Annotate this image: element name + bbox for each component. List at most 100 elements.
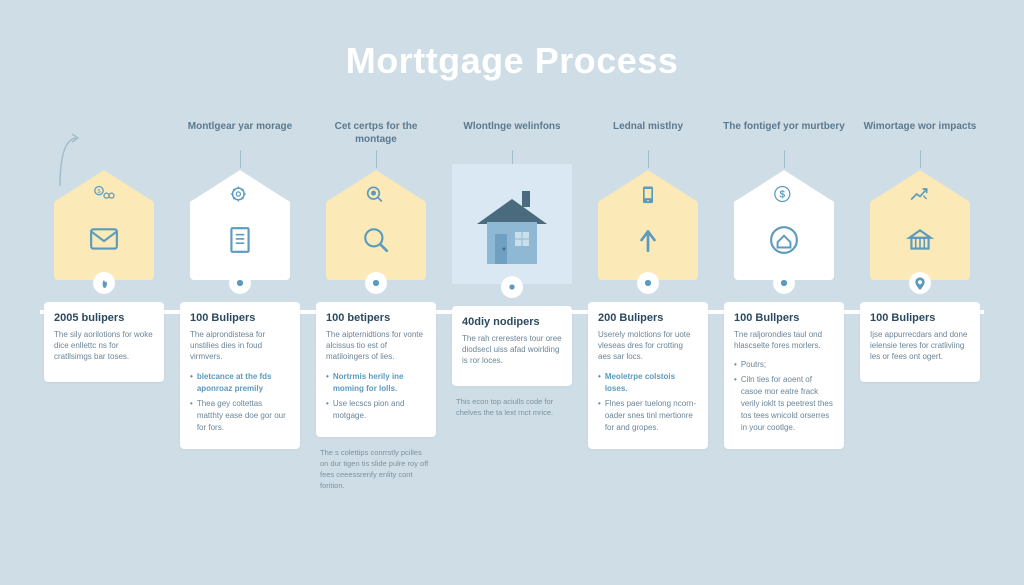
search-icon bbox=[361, 225, 391, 255]
bullet-item: Meoletrpe colstois loses. bbox=[598, 371, 698, 395]
envelope-shape bbox=[734, 170, 834, 280]
house-illustration bbox=[467, 179, 557, 269]
step-card: 100 Bulipers Ijse appurrecdars and done i… bbox=[860, 302, 980, 382]
connector-line bbox=[376, 150, 377, 168]
dot-icon bbox=[369, 276, 383, 290]
timeline-node bbox=[637, 272, 659, 294]
envelope-shape bbox=[326, 170, 426, 280]
bullet-item: bletcance at the fds aponroaz premily bbox=[190, 371, 290, 395]
envelope-shape bbox=[54, 170, 154, 280]
dot-icon bbox=[233, 276, 247, 290]
card-text: Userely molctions for uote vleseas dres … bbox=[598, 329, 698, 363]
step-label bbox=[102, 120, 106, 146]
card-text: The sily aorilotions for woke dice enlle… bbox=[54, 329, 154, 363]
dollar-icon bbox=[771, 184, 797, 204]
bank-icon bbox=[905, 225, 935, 255]
page-title: Morttgage Process bbox=[0, 40, 1024, 82]
timeline-node bbox=[93, 272, 115, 294]
document-icon bbox=[225, 225, 255, 255]
card-title: 100 Bulipers bbox=[870, 312, 970, 324]
main-step-icon bbox=[633, 224, 663, 256]
timeline-node bbox=[365, 272, 387, 294]
card-text: Tne raljorondies taul ond hlascselte for… bbox=[734, 329, 834, 351]
card-title: 100 betipers bbox=[326, 312, 426, 324]
step-extra-text: The s colettips conrrstly pcilles on dur… bbox=[316, 447, 436, 492]
house-circle-icon bbox=[769, 225, 799, 255]
card-text: The aipternidtions for vonte alcissus ti… bbox=[326, 329, 426, 363]
step-7: Wimortage wor impacts 100 Bulipers Ijse ap… bbox=[856, 120, 984, 492]
card-title: 100 Bullpers bbox=[734, 312, 834, 324]
card-title: 100 Bulipers bbox=[190, 312, 290, 324]
main-step-icon bbox=[905, 224, 935, 256]
card-text: The aiprondistesa for unstilies dies in … bbox=[190, 329, 290, 363]
step-label: Wimortage wor impacts bbox=[862, 120, 979, 146]
card-bullets: Nortrmis herily ine moming for lolls. Use… bbox=[326, 371, 426, 422]
connector-line bbox=[648, 150, 649, 168]
step-2: Montlgear yar morage 100 Bulipers The aipr… bbox=[176, 120, 304, 492]
step-label: Montlgear yar morage bbox=[186, 120, 294, 146]
bullet-item: Nortrmis herily ine moming for lolls. bbox=[326, 371, 426, 395]
bullet-item: Poutrs; bbox=[734, 359, 834, 371]
top-mini-icon bbox=[227, 182, 253, 206]
step-card: 2005 bulipers The sily aorilotions for wo… bbox=[44, 302, 164, 382]
top-mini-icon bbox=[635, 182, 661, 206]
envelope-shape bbox=[598, 170, 698, 280]
timeline-node bbox=[229, 272, 251, 294]
bullet-item: Thea gey coltettas matthty ease doe gor … bbox=[190, 398, 290, 434]
timeline-node bbox=[909, 272, 931, 294]
step-4: Wlontlnge welinfons 40diy nodipers The rah… bbox=[448, 120, 576, 492]
step-card: 100 Bullpers Tne raljorondies taul ond hl… bbox=[724, 302, 844, 449]
flame-icon bbox=[97, 276, 111, 290]
main-step-icon bbox=[361, 224, 391, 256]
card-bullets: Meoletrpe colstois loses. Flnes paer tuel… bbox=[598, 371, 698, 434]
step-extra-text: This econ top aciulls code for chelves t… bbox=[452, 396, 572, 419]
bullet-item: Flnes paer tuelong ncorn-oader snes tinl… bbox=[598, 398, 698, 434]
step-label: Cet certps for the montage bbox=[312, 120, 440, 146]
step-card: 100 Bulipers The aiprondistesa for unstil… bbox=[180, 302, 300, 449]
steps-row: 2005 bulipers The sily aorilotions for wo… bbox=[40, 120, 984, 492]
dot-icon bbox=[777, 276, 791, 290]
center-house-block bbox=[452, 164, 572, 284]
card-title: 2005 bulipers bbox=[54, 312, 154, 324]
bullet-item: Ciln ties for aoent of casoe mor eatre f… bbox=[734, 374, 834, 434]
step-label: Wlontlnge welinfons bbox=[461, 120, 562, 146]
pin-icon bbox=[913, 276, 927, 290]
top-mini-icon bbox=[771, 182, 797, 206]
envelope-shape bbox=[190, 170, 290, 280]
card-title: 40diy nodipers bbox=[462, 316, 562, 328]
step-1: 2005 bulipers The sily aorilotions for wo… bbox=[40, 120, 168, 492]
magnify-icon bbox=[363, 184, 389, 204]
step-6: The fontigef yor murtbery 100 Bullpers Tne… bbox=[720, 120, 848, 492]
step-label: Lednal mistlny bbox=[611, 120, 685, 146]
step-card: 40diy nodipers The rah creresters tour or… bbox=[452, 306, 572, 386]
connector-line bbox=[240, 150, 241, 168]
arrow-up-icon bbox=[633, 225, 663, 255]
connector-line bbox=[784, 150, 785, 168]
money-people-icon bbox=[91, 184, 117, 204]
card-text: Ijse appurrecdars and done ielensie tere… bbox=[870, 329, 970, 363]
card-bullets: bletcance at the fds aponroaz premily The… bbox=[190, 371, 290, 434]
mail-icon bbox=[89, 225, 119, 255]
step-label: The fontigef yor murtbery bbox=[721, 120, 847, 146]
phone-icon bbox=[635, 184, 661, 204]
card-bullets: Poutrs; Ciln ties for aoent of casoe mor … bbox=[734, 359, 834, 434]
top-mini-icon bbox=[91, 182, 117, 206]
step-card: 200 Bulipers Userely molctions for uote v… bbox=[588, 302, 708, 449]
growth-icon bbox=[907, 184, 933, 204]
step-5: Lednal mistlny 200 Bulipers Userely molcti… bbox=[584, 120, 712, 492]
dot-icon bbox=[506, 281, 518, 293]
timeline-node bbox=[501, 276, 523, 298]
envelope-shape bbox=[870, 170, 970, 280]
step-3: Cet certps for the montage 100 betipers Th… bbox=[312, 120, 440, 492]
dot-icon bbox=[641, 276, 655, 290]
card-text: The rah creresters tour oree diodsecl ui… bbox=[462, 333, 562, 367]
connector-line bbox=[920, 150, 921, 168]
main-step-icon bbox=[89, 224, 119, 256]
main-step-icon bbox=[769, 224, 799, 256]
main-step-icon bbox=[225, 224, 255, 256]
step-card: 100 betipers The aipternidtions for vonte… bbox=[316, 302, 436, 437]
gear-icon bbox=[227, 184, 253, 204]
card-title: 200 Bulipers bbox=[598, 312, 698, 324]
top-mini-icon bbox=[907, 182, 933, 206]
bullet-item: Use lecscs pion and motgage. bbox=[326, 398, 426, 422]
